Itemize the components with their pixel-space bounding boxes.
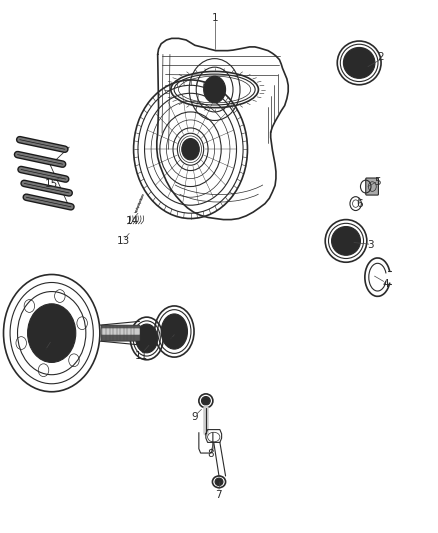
Ellipse shape bbox=[343, 47, 375, 78]
Text: 9: 9 bbox=[191, 412, 198, 422]
Text: 11: 11 bbox=[134, 351, 148, 361]
Ellipse shape bbox=[201, 397, 210, 405]
Ellipse shape bbox=[167, 321, 182, 342]
Text: 4: 4 bbox=[382, 279, 389, 288]
Ellipse shape bbox=[332, 227, 360, 255]
Text: 1: 1 bbox=[212, 13, 219, 22]
Text: 2: 2 bbox=[378, 52, 385, 62]
Ellipse shape bbox=[338, 233, 354, 249]
Circle shape bbox=[182, 139, 199, 160]
Circle shape bbox=[204, 76, 226, 103]
FancyBboxPatch shape bbox=[366, 178, 378, 195]
Ellipse shape bbox=[141, 331, 152, 346]
Text: 13: 13 bbox=[117, 236, 130, 246]
FancyBboxPatch shape bbox=[101, 325, 140, 341]
Circle shape bbox=[46, 327, 57, 340]
Text: 5: 5 bbox=[374, 177, 381, 187]
Text: 7: 7 bbox=[215, 490, 222, 499]
Text: 6: 6 bbox=[356, 199, 363, 208]
Circle shape bbox=[39, 318, 64, 348]
FancyBboxPatch shape bbox=[102, 328, 140, 335]
Text: 3: 3 bbox=[367, 240, 374, 250]
Ellipse shape bbox=[349, 53, 369, 72]
Ellipse shape bbox=[161, 314, 187, 349]
Circle shape bbox=[28, 304, 76, 362]
Text: 12: 12 bbox=[39, 348, 52, 358]
Text: 8: 8 bbox=[207, 449, 214, 459]
Text: 10: 10 bbox=[163, 337, 177, 347]
Ellipse shape bbox=[136, 324, 158, 353]
Text: 14: 14 bbox=[126, 216, 139, 226]
Ellipse shape bbox=[215, 478, 223, 486]
Text: 15: 15 bbox=[45, 179, 58, 189]
